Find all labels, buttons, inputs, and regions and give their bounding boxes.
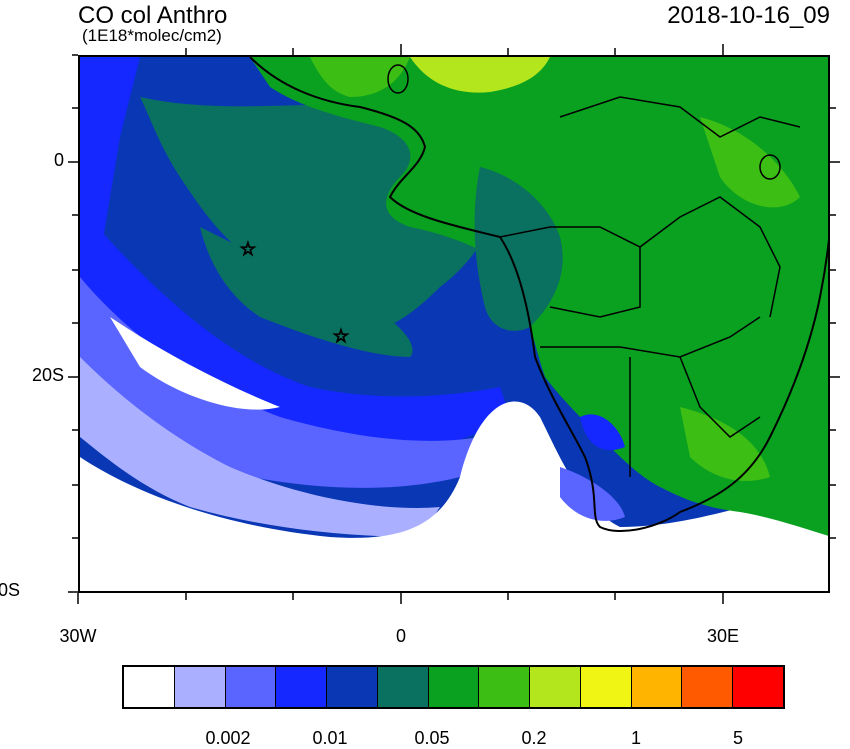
colorbar-label: 0.2 xyxy=(521,728,547,748)
y-axis-label: 40S xyxy=(0,580,20,600)
marker-star: ☆ xyxy=(333,326,349,346)
map-units: (1E18*molec/cm2) xyxy=(82,26,222,45)
y-axis-label: 20S xyxy=(31,365,64,385)
field-light-blue-band xyxy=(80,357,440,537)
map-title: CO col Anthro xyxy=(78,2,228,29)
border-east-africa xyxy=(639,196,781,318)
lake-victoria xyxy=(759,154,781,180)
field-lightgreen-north xyxy=(310,57,410,97)
colorbar-swatch xyxy=(580,667,632,707)
border-botswana xyxy=(679,356,761,438)
colorbar-swatch xyxy=(327,667,378,707)
map-field-svg: ☆ ☆ xyxy=(80,57,828,591)
marker-star: ☆ xyxy=(240,239,256,259)
field-coastal-teal xyxy=(474,167,563,331)
colorbar-label: 0.002 xyxy=(205,728,251,748)
lake-volta xyxy=(387,64,409,94)
field-lightgreen-southeast xyxy=(680,407,770,481)
colorbar-swatch xyxy=(733,667,783,707)
colorbar-swatch xyxy=(682,667,734,707)
colorbar-label: 0.05 xyxy=(414,728,450,748)
colorbar-swatch xyxy=(276,667,328,707)
field-clean-south xyxy=(80,401,828,591)
colorbar-swatch xyxy=(174,667,226,707)
field-teal-plume-south xyxy=(200,227,413,357)
coastline xyxy=(249,57,828,533)
field-yellowgreen-north xyxy=(410,57,550,93)
field-mid-blue-cape xyxy=(560,467,625,521)
colorbar-swatch xyxy=(124,667,175,707)
colorbar xyxy=(122,665,785,709)
colorbar-swatch xyxy=(631,667,683,707)
field-blue-southafrica xyxy=(580,414,625,451)
x-axis-label: 30E xyxy=(706,626,740,646)
colorbar-label: 0.01 xyxy=(312,728,348,748)
x-axis-label: 30W xyxy=(59,626,97,646)
field-white-streak xyxy=(110,317,280,410)
colorbar-swatch xyxy=(428,667,480,707)
border-central-africa xyxy=(559,96,801,138)
colorbar-swatch xyxy=(225,667,277,707)
colorbar-label: 1 xyxy=(630,728,641,748)
colorbar-swatch xyxy=(377,667,429,707)
colorbar-label: 5 xyxy=(732,728,743,748)
field-lightgreen-east xyxy=(700,117,800,208)
map-timestamp: 2018-10-16_09 xyxy=(667,2,830,29)
colorbar-swatch xyxy=(479,667,531,707)
field-mid-blue-band xyxy=(80,277,480,488)
y-axis-label: 0 xyxy=(53,150,64,170)
map-plot-area: ☆ ☆ xyxy=(78,55,830,593)
colorbar-swatch xyxy=(530,667,581,707)
x-axis-label: 0 xyxy=(395,626,406,646)
